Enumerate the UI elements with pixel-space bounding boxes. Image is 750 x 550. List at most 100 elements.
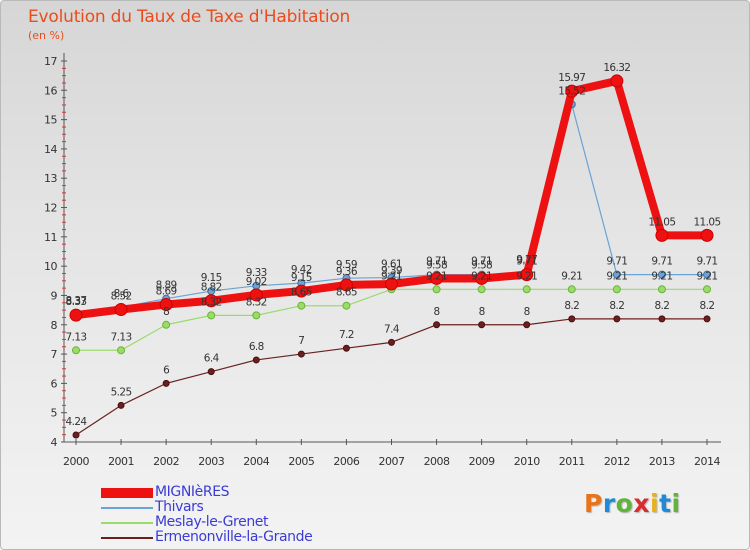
y-tick-label: 14 — [44, 143, 57, 156]
data-point[interactable] — [565, 84, 579, 98]
x-tick-label: 2000 — [63, 455, 89, 468]
data-point[interactable] — [477, 285, 486, 294]
data-point[interactable] — [700, 228, 714, 242]
data-label: 9.71 — [516, 256, 537, 268]
data-point[interactable] — [655, 228, 669, 242]
data-point[interactable] — [117, 346, 126, 355]
series-layer — [69, 74, 714, 439]
data-point[interactable] — [523, 321, 531, 329]
data-label: 9.58 — [471, 259, 492, 271]
legend-item: Ermenonville-la-Grande — [101, 529, 421, 547]
x-tick-label: 2009 — [469, 455, 495, 468]
data-label: 15.97 — [558, 72, 585, 84]
data-point[interactable] — [252, 356, 260, 364]
logo-letter: i — [650, 489, 660, 518]
data-point[interactable] — [252, 311, 261, 320]
y-tick-label: 13 — [44, 172, 57, 185]
y-tick-label: 12 — [44, 202, 57, 215]
x-tick-label: 2013 — [649, 455, 675, 468]
data-label: 8.6 — [114, 288, 130, 300]
series-3 — [72, 315, 711, 439]
data-point[interactable] — [567, 285, 576, 294]
data-point[interactable] — [294, 284, 308, 298]
data-point[interactable] — [162, 379, 170, 387]
data-label: 16.32 — [603, 62, 630, 74]
data-point[interactable] — [385, 277, 398, 291]
x-tick-label: 2003 — [198, 455, 224, 468]
logo-letter: r — [602, 489, 616, 518]
data-point[interactable] — [72, 346, 80, 355]
data-point[interactable] — [522, 285, 531, 294]
data-point[interactable] — [342, 301, 351, 310]
data-label: 15.52 — [558, 85, 585, 97]
data-point[interactable] — [612, 285, 621, 294]
data-label: 7.13 — [111, 331, 132, 343]
logo-letter: o — [615, 489, 634, 518]
data-point[interactable] — [430, 271, 444, 285]
y-tick-label: 5 — [51, 407, 58, 420]
data-point[interactable] — [339, 278, 353, 292]
data-point[interactable] — [159, 298, 173, 312]
proxiti-logo: Proxiti — [584, 489, 681, 518]
logo-letter: x — [633, 489, 650, 518]
data-point[interactable] — [207, 368, 215, 376]
data-point[interactable] — [657, 285, 666, 294]
data-point[interactable] — [204, 294, 218, 308]
logo-letter: t — [659, 489, 672, 518]
data-point[interactable] — [162, 320, 171, 329]
data-point[interactable] — [72, 431, 80, 439]
data-label: 9.77 — [516, 254, 537, 266]
data-label: 8.65 — [291, 287, 312, 299]
data-label: 9.71 — [697, 256, 718, 268]
x-tick-label: 2014 — [694, 455, 720, 468]
axes: 4 5 6 7 8 9 10 11 12 13 14 15 16 17 2000 2001 2002 2003 20… — [44, 53, 721, 468]
data-point[interactable] — [432, 285, 441, 294]
x-tick-label: 2004 — [243, 455, 269, 468]
data-point[interactable] — [117, 401, 125, 409]
data-label: 8.2 — [564, 300, 579, 312]
data-point[interactable] — [433, 321, 441, 329]
data-label: 9.71 — [471, 256, 492, 268]
data-point[interactable] — [658, 315, 666, 323]
data-label: 6 — [163, 364, 170, 376]
data-point[interactable] — [703, 285, 711, 294]
chart-title: Evolution du Taux de Taxe d'Habitation — [28, 7, 351, 27]
data-point[interactable] — [297, 301, 306, 310]
data-label: 9.61 — [381, 259, 402, 271]
data-label: 8.82 — [201, 282, 222, 294]
data-point[interactable] — [657, 270, 666, 279]
data-point[interactable] — [297, 350, 305, 358]
data-point[interactable] — [613, 315, 621, 323]
data-label: 8.52 — [111, 291, 132, 303]
data-point[interactable] — [703, 315, 711, 323]
series-line — [75, 318, 707, 436]
x-tick-label: 2007 — [379, 455, 405, 468]
data-point[interactable] — [612, 270, 621, 279]
data-point[interactable] — [249, 288, 263, 302]
data-point[interactable] — [478, 321, 486, 329]
data-label: 5.25 — [111, 386, 132, 398]
data-point[interactable] — [703, 270, 711, 279]
data-label: 11.05 — [648, 216, 675, 228]
data-label: 9.33 — [246, 267, 267, 279]
data-label: 9.02 — [246, 276, 267, 288]
data-point[interactable] — [69, 308, 83, 322]
x-tick-label: 2006 — [333, 455, 359, 468]
data-labels: 8.33 8.52 8.69 8.82 9.02 9.15 9.36 9.39 9.58 9.58… — [66, 62, 722, 428]
data-point[interactable] — [114, 303, 128, 317]
data-point[interactable] — [342, 344, 350, 352]
data-point[interactable] — [568, 315, 576, 323]
data-label: 8 — [434, 306, 440, 318]
legend-item: MIGNIèRES — [101, 484, 421, 502]
y-tick-label: 4 — [51, 436, 58, 449]
data-label: 6.4 — [204, 353, 220, 365]
data-label: 4.24 — [66, 416, 88, 428]
data-point[interactable] — [520, 268, 534, 282]
data-label: 9.21 — [651, 270, 672, 282]
data-point[interactable] — [475, 271, 489, 285]
legend-label: MIGNIèRES — [155, 484, 230, 500]
data-point[interactable] — [207, 311, 216, 320]
data-point[interactable] — [610, 74, 624, 88]
data-point[interactable] — [388, 338, 395, 346]
